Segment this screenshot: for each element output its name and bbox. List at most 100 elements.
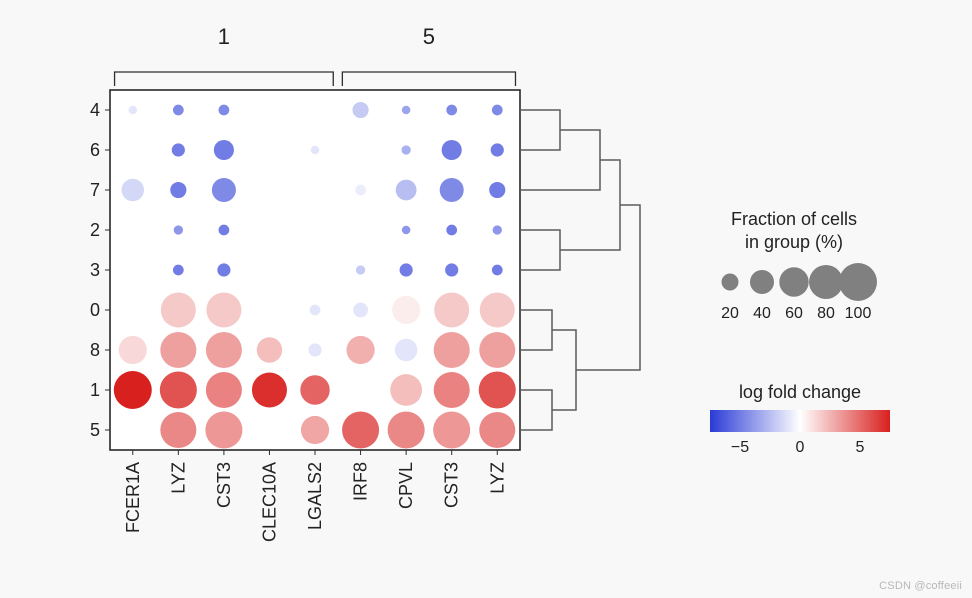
size-legend-dot (750, 270, 774, 294)
column-label: LYZ (168, 462, 188, 494)
color-legend-tick: 0 (796, 439, 805, 456)
color-legend-title: log fold change (739, 382, 861, 402)
dot (480, 292, 515, 327)
dendrogram-branch (520, 390, 552, 430)
color-legend-tick: 5 (856, 439, 865, 456)
dot (479, 332, 515, 368)
size-legend-dot (839, 263, 877, 301)
dot (206, 372, 242, 408)
dot (353, 102, 369, 118)
dot (214, 140, 234, 160)
dot (342, 411, 379, 448)
dot (173, 265, 184, 276)
dot (392, 296, 420, 324)
dot (311, 146, 319, 154)
dot (395, 339, 417, 361)
group-label: 5 (423, 24, 435, 49)
size-legend-label: 80 (817, 305, 835, 322)
dot (170, 182, 186, 198)
column-label: LGALS2 (305, 462, 325, 530)
dot (442, 140, 462, 160)
dot (161, 292, 196, 327)
dot (446, 105, 457, 116)
group-label: 1 (218, 24, 230, 49)
size-legend-label: 40 (753, 305, 771, 322)
column-label: CPVL (396, 462, 416, 509)
dot (402, 106, 410, 114)
dot (160, 332, 196, 368)
dot (446, 225, 457, 236)
dot (479, 412, 515, 448)
size-legend-label: 60 (785, 305, 803, 322)
row-label: 8 (90, 340, 100, 360)
dot (160, 371, 197, 408)
dendrogram-branch (552, 330, 576, 410)
dot (401, 145, 410, 154)
dendrogram-branch (520, 230, 560, 270)
column-label: LYZ (487, 462, 507, 494)
dot (388, 411, 425, 448)
dot (434, 332, 470, 368)
watermark-text: CSDN @coffeeii (879, 580, 962, 592)
dot (356, 265, 365, 274)
dendrogram-branch (576, 205, 640, 370)
dot (174, 225, 183, 234)
dot (489, 182, 505, 198)
row-label: 4 (90, 100, 100, 120)
dot (301, 416, 329, 444)
dot (492, 105, 503, 116)
size-legend-dot (809, 265, 843, 299)
size-legend-label: 100 (845, 305, 872, 322)
dot (127, 304, 139, 316)
dot (355, 185, 366, 196)
dot (433, 411, 470, 448)
dot (308, 343, 321, 356)
size-legend-dot (779, 267, 808, 296)
dot (402, 226, 410, 234)
dot (219, 225, 230, 236)
color-legend-bar (710, 410, 890, 432)
dot (493, 225, 502, 234)
dot (434, 372, 470, 408)
row-label: 0 (90, 300, 100, 320)
dot (310, 305, 321, 316)
group-bracket (342, 72, 515, 86)
dot (217, 263, 230, 276)
dot (396, 180, 417, 201)
dendrogram-branch (520, 310, 552, 350)
dendrogram-branch (520, 110, 560, 150)
dot (400, 263, 413, 276)
row-label: 5 (90, 420, 100, 440)
row-label: 2 (90, 220, 100, 240)
column-label: CST3 (214, 462, 234, 508)
dot (300, 375, 329, 404)
column-label: FCER1A (123, 462, 143, 533)
color-legend-tick: −5 (731, 439, 749, 456)
column-label: IRF8 (351, 462, 371, 501)
column-label: CLEC10A (259, 462, 279, 542)
dot (114, 371, 152, 409)
dot (257, 337, 282, 362)
dot (172, 143, 185, 156)
dot (212, 178, 236, 202)
dendrogram-branch (560, 160, 620, 250)
dot (206, 332, 242, 368)
dot (491, 143, 504, 156)
dot (353, 382, 369, 398)
dot (479, 371, 516, 408)
row-label: 3 (90, 260, 100, 280)
row-label: 6 (90, 140, 100, 160)
dot (173, 105, 184, 116)
dot (353, 303, 368, 318)
dot (492, 265, 503, 276)
dot (346, 336, 374, 364)
dot (160, 412, 196, 448)
dot (122, 179, 144, 201)
dot (434, 292, 469, 327)
row-label: 7 (90, 180, 100, 200)
row-label: 1 (90, 380, 100, 400)
dot (206, 292, 241, 327)
dot (390, 374, 422, 406)
dot (445, 263, 458, 276)
dot (119, 336, 147, 364)
